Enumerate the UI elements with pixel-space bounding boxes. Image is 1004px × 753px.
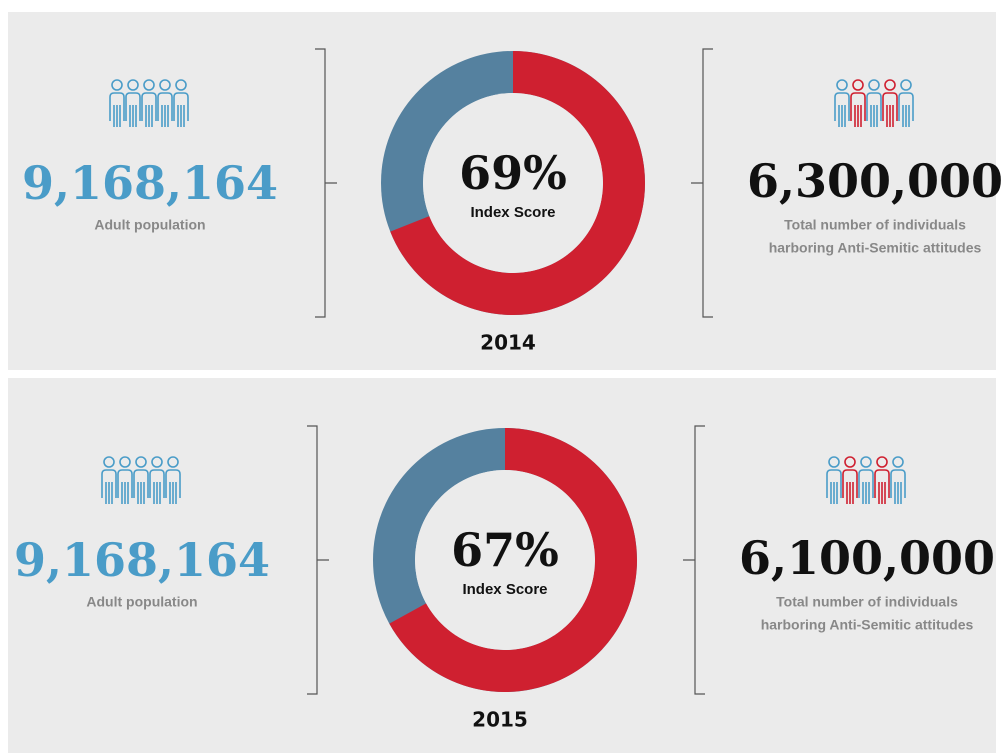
bracket: [315, 48, 337, 318]
person-body: [141, 92, 157, 127]
person-head: [844, 456, 856, 468]
people-icon: [834, 79, 914, 127]
person-body: [149, 469, 165, 504]
person-head: [159, 79, 171, 91]
person-body: [834, 92, 850, 127]
person-body: [842, 469, 858, 504]
total: 6,100,000: [739, 531, 995, 585]
person-body: [866, 92, 882, 127]
person-head: [836, 79, 848, 91]
person-body: [165, 469, 181, 504]
person-head: [111, 79, 123, 91]
subtitle: Index Score: [462, 581, 547, 598]
person-head: [119, 456, 131, 468]
value-label: 69%: [459, 146, 567, 200]
population: 9,168,164: [22, 156, 278, 210]
person-head: [103, 456, 115, 468]
person-head: [868, 79, 880, 91]
donut-hole: [415, 470, 595, 650]
donut-segment: [389, 428, 637, 692]
bracket: [307, 425, 329, 695]
year-title: 2014: [480, 331, 536, 355]
bracket: [683, 425, 705, 695]
person-head: [852, 79, 864, 91]
person-body: [157, 92, 173, 127]
person-head: [860, 456, 872, 468]
person-body: [850, 92, 866, 127]
donut-hole: [423, 93, 603, 273]
person-body: [826, 469, 842, 504]
people-icon: [826, 456, 906, 504]
total-label: harboring Anti-Semitic attitudes: [769, 240, 982, 256]
person-head: [900, 79, 912, 91]
subtitle: Index Score: [470, 204, 555, 221]
person-head: [127, 79, 139, 91]
person-body: [890, 469, 906, 504]
total-label: harboring Anti-Semitic attitudes: [761, 617, 974, 633]
person-head: [828, 456, 840, 468]
person-head: [175, 79, 187, 91]
person-body: [125, 92, 141, 127]
person-head: [892, 456, 904, 468]
population-label: Adult population: [86, 594, 197, 610]
population-label: Adult population: [94, 217, 205, 233]
total-label: Total number of individuals: [784, 217, 966, 233]
people-icon: [109, 79, 189, 127]
person-body: [109, 92, 125, 127]
person-body: [874, 469, 890, 504]
person-head: [143, 79, 155, 91]
year-title: 2015: [472, 708, 528, 732]
person-body: [117, 469, 133, 504]
population: 9,168,164: [14, 533, 270, 587]
total: 6,300,000: [747, 154, 1003, 208]
donut-segment: [390, 51, 645, 315]
bracket: [691, 48, 713, 318]
person-head: [167, 456, 179, 468]
person-head: [135, 456, 147, 468]
person-head: [876, 456, 888, 468]
person-body: [173, 92, 189, 127]
person-head: [884, 79, 896, 91]
person-body: [133, 469, 149, 504]
person-head: [151, 456, 163, 468]
person-body: [882, 92, 898, 127]
person-body: [898, 92, 914, 127]
people-icon: [101, 456, 181, 504]
person-body: [858, 469, 874, 504]
person-body: [101, 469, 117, 504]
value-label: 67%: [451, 523, 559, 577]
total-label: Total number of individuals: [776, 594, 958, 610]
